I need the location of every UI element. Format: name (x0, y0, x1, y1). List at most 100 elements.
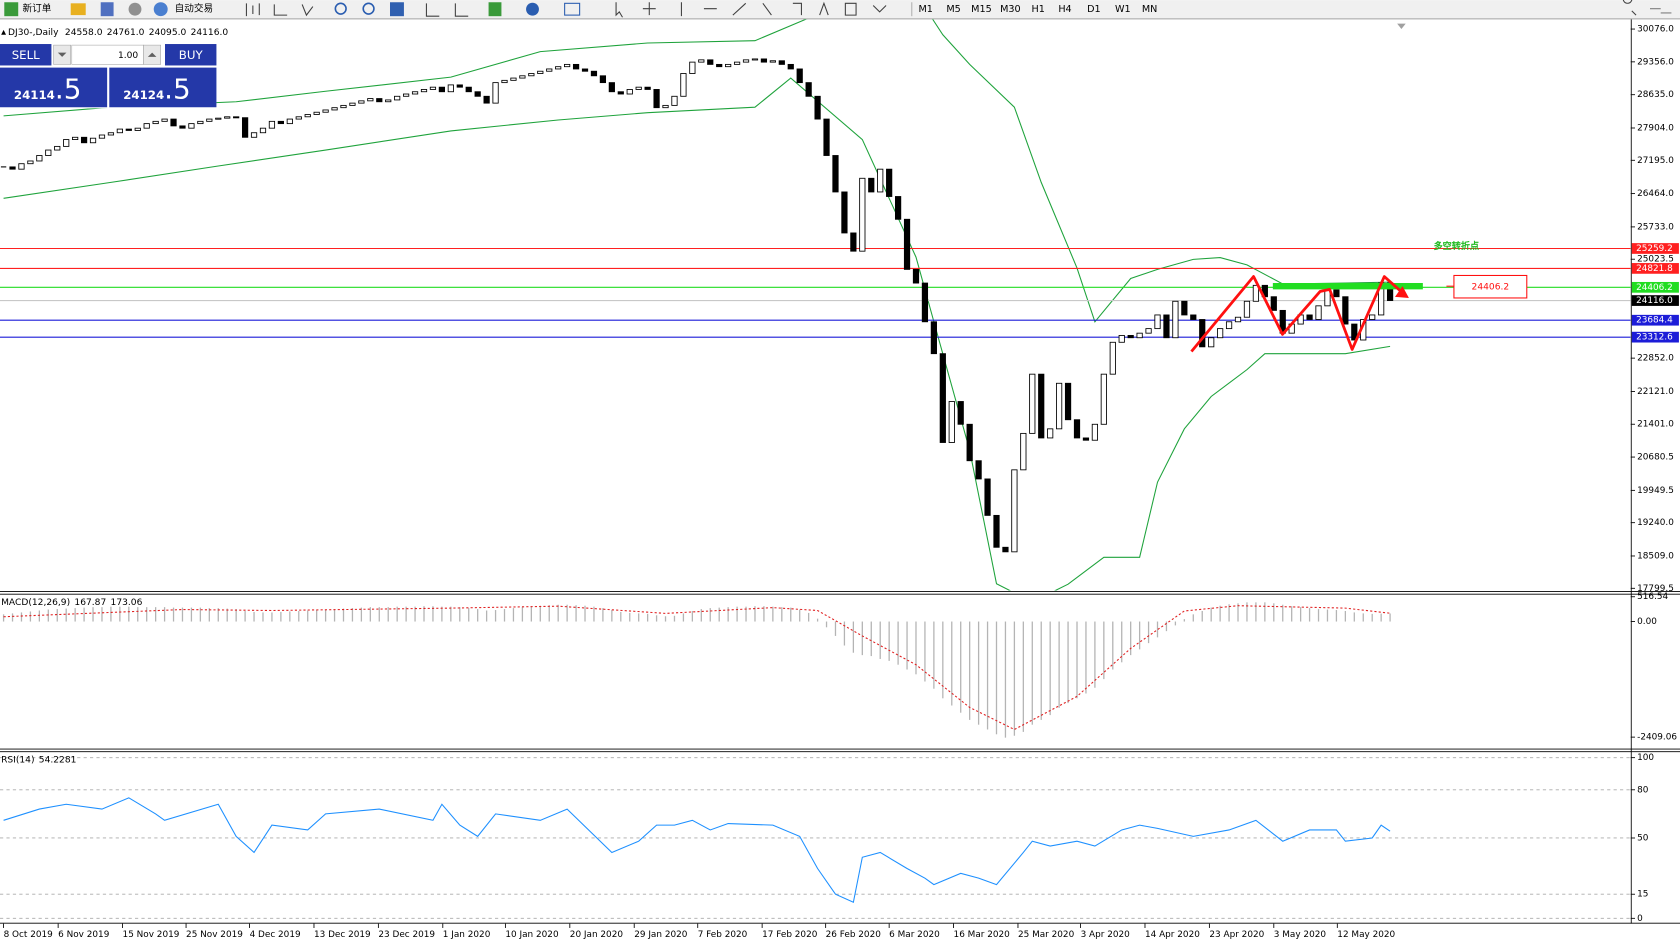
ohlc-open: 24558.0 (65, 28, 103, 38)
macd-histogram-bar (808, 612, 810, 622)
zoom-out-icon[interactable] (362, 2, 375, 15)
toolbar-icon[interactable] (70, 3, 86, 16)
candle (340, 104, 347, 109)
ask-box[interactable] (109, 67, 217, 108)
y-tick-label: 26464.0 (1637, 189, 1674, 199)
bollinger-band (3, 19, 1391, 323)
x-tick-label: 29 Jan 2020 (634, 930, 688, 940)
x-tick-label: 3 May 2020 (1274, 930, 1327, 940)
lot-down-arrow (57, 52, 67, 57)
macd-histogram-bar (29, 611, 32, 622)
y-tick-label: 18509.0 (1637, 551, 1674, 561)
y-tick-label: 22852.0 (1637, 354, 1674, 364)
macd-histogram-bar (700, 609, 702, 622)
chart-shift-marker (1397, 23, 1406, 30)
macd-histogram-bar (217, 608, 219, 622)
search-icon[interactable] (1622, 0, 1637, 16)
timeframe-button[interactable]: M5 (946, 4, 960, 15)
candle (1109, 341, 1116, 375)
new-order-button[interactable]: 新订单 (23, 3, 52, 15)
timeframe-button[interactable]: M15 (971, 4, 992, 15)
macd-signal-value: 173.06 (111, 598, 143, 608)
candle (984, 478, 991, 516)
macd-histogram-bar (1246, 602, 1248, 622)
macd-histogram-bar (566, 604, 568, 622)
macd-histogram-bar (709, 608, 711, 622)
macd-header: MACD(12,26,9) 167.87 173.06 (1, 598, 143, 608)
macd-histogram-bar (298, 610, 300, 622)
candle (707, 59, 714, 65)
drawing-tools[interactable] (615, 1, 887, 18)
timeframe-button[interactable]: M30 (1000, 4, 1021, 15)
candle (1127, 335, 1134, 339)
macd-histogram-bar (1291, 606, 1293, 622)
auto-trading-icon[interactable] (153, 2, 168, 17)
y-tick-label: 25733.0 (1637, 222, 1674, 232)
candle (1351, 323, 1358, 341)
macd-histogram-bar (1228, 604, 1230, 622)
window-controls[interactable] (1650, 8, 1672, 14)
macd-histogram-bar (1040, 621, 1042, 720)
candle (1234, 316, 1242, 323)
macd-histogram-bar (289, 611, 291, 622)
macd-label: MACD(12,26,9) (1, 598, 70, 608)
candle (1029, 373, 1036, 434)
sell-button[interactable] (0, 44, 52, 66)
macd-histogram-bar (1326, 609, 1329, 622)
periods-icon[interactable] (526, 2, 539, 16)
macd-histogram-bar (584, 605, 586, 622)
new-order-icon[interactable] (4, 2, 19, 17)
macd-histogram-bar (629, 612, 631, 622)
buy-button[interactable] (165, 44, 217, 66)
buy-label[interactable]: BUY (179, 48, 204, 62)
x-tick-label: 8 Oct 2019 (4, 930, 54, 940)
timeframe-button[interactable]: MN (1142, 4, 1158, 15)
price-level-tag (1631, 295, 1679, 306)
toolbar-icon[interactable] (425, 3, 469, 17)
timeframe-button[interactable]: D1 (1087, 4, 1101, 15)
timeframe-button[interactable]: W1 (1115, 4, 1131, 15)
ask-main: 24124 (123, 88, 164, 102)
lot-value[interactable]: 1.00 (118, 51, 138, 61)
macd-histogram-bar (468, 608, 470, 622)
candle (98, 134, 106, 139)
chart-type-icons[interactable] (245, 3, 314, 17)
bid-box[interactable] (0, 67, 108, 108)
x-tick-label: 25 Nov 2019 (186, 930, 243, 940)
indicators-icon[interactable] (488, 2, 502, 17)
candle (948, 401, 955, 443)
y-tick-label: -2409.06 (1637, 733, 1677, 743)
auto-trading-button[interactable]: 自动交易 (175, 3, 214, 15)
macd-histogram-bar (163, 607, 166, 622)
sell-label[interactable]: SELL (12, 48, 40, 62)
candle (1163, 314, 1170, 339)
macd-histogram-bar (977, 621, 980, 725)
macd-histogram-bar (47, 609, 49, 622)
toolbar-icon[interactable] (100, 2, 114, 17)
templates-icon[interactable] (564, 2, 581, 16)
candle (1091, 423, 1099, 441)
x-tick-label: 26 Feb 2020 (826, 930, 882, 940)
macd-histogram-bar (459, 607, 461, 622)
macd-histogram-bar (745, 606, 747, 622)
candle (796, 68, 803, 84)
candle (63, 139, 70, 147)
zoom-in-icon[interactable] (334, 2, 347, 15)
timeframe-bar: M1 M5 M15 M30 H1 H4 D1 W1 MN (918, 4, 1157, 15)
macd-histogram-bar (1389, 613, 1391, 622)
timeframe-button[interactable]: H1 (1032, 4, 1045, 15)
candle (1073, 419, 1081, 439)
tile-icon[interactable] (390, 2, 404, 17)
candle (564, 63, 571, 68)
timeframe-button[interactable]: M1 (918, 4, 932, 15)
candle (698, 59, 705, 63)
candle (635, 86, 642, 90)
macd-histogram-bar (969, 621, 971, 720)
macd-histogram-bar (646, 613, 649, 622)
candle (680, 73, 687, 97)
candle (841, 191, 848, 234)
macd-histogram-bar (74, 608, 76, 622)
toolbar-icon[interactable] (128, 2, 142, 16)
header-marker: ▲ (1, 28, 8, 36)
timeframe-button[interactable]: H4 (1058, 4, 1071, 15)
